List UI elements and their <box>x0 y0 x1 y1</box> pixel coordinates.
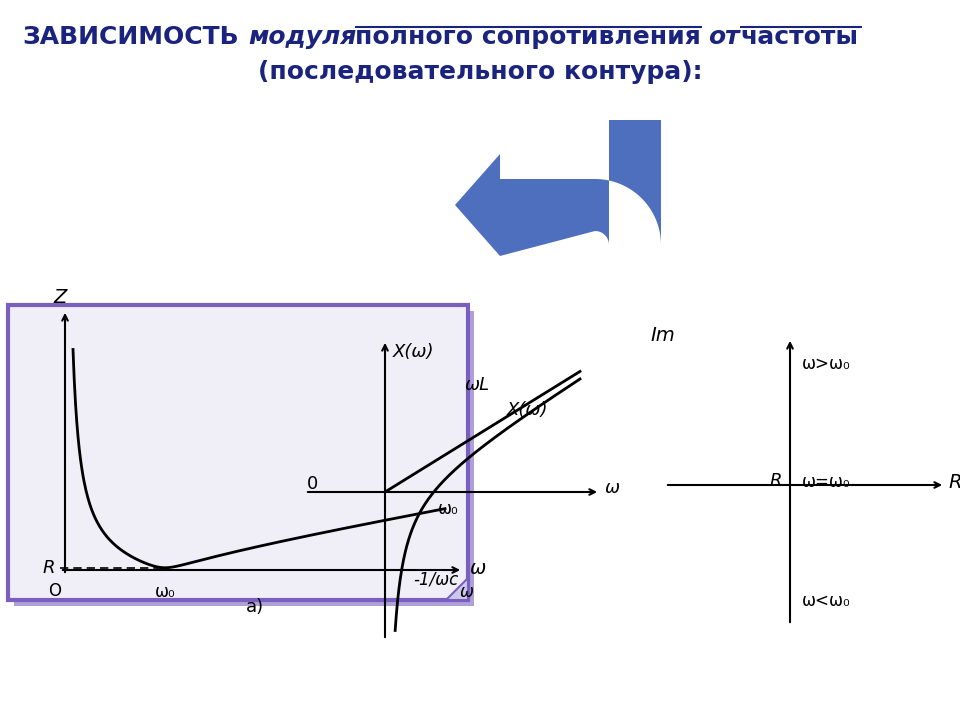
Text: Im: Im <box>650 326 675 345</box>
Text: Z: Z <box>54 288 66 307</box>
Text: ω: ω <box>605 479 620 497</box>
Text: (последовательного контура):: (последовательного контура): <box>257 60 703 84</box>
Text: ω=ω₀: ω=ω₀ <box>802 473 851 491</box>
Text: O: O <box>49 582 61 600</box>
Text: ω: ω <box>460 583 474 601</box>
Polygon shape <box>455 120 661 256</box>
Text: модуля: модуля <box>248 25 356 49</box>
Text: частоты: частоты <box>740 25 858 49</box>
Text: -1/ωc: -1/ωc <box>413 571 458 589</box>
Text: R: R <box>42 559 55 577</box>
Text: ω: ω <box>470 559 487 577</box>
Text: ω₀: ω₀ <box>438 500 459 518</box>
Polygon shape <box>446 578 468 600</box>
Text: ω>ω₀: ω>ω₀ <box>802 355 851 373</box>
FancyBboxPatch shape <box>8 305 468 600</box>
Text: от: от <box>708 25 739 49</box>
Text: ω<ω₀: ω<ω₀ <box>802 592 851 610</box>
FancyBboxPatch shape <box>14 311 474 606</box>
Text: X(ω): X(ω) <box>393 343 435 361</box>
Text: R: R <box>770 472 782 490</box>
Text: X(ω): X(ω) <box>507 401 548 419</box>
Text: 0: 0 <box>307 475 318 493</box>
Text: полного сопротивления: полного сопротивления <box>355 25 701 49</box>
Text: ωL: ωL <box>465 376 491 394</box>
Text: Re: Re <box>948 472 960 492</box>
Text: ЗАВИСИМОСТЬ: ЗАВИСИМОСТЬ <box>22 25 239 49</box>
Text: а): а) <box>246 598 264 616</box>
Text: ω₀: ω₀ <box>155 583 176 601</box>
